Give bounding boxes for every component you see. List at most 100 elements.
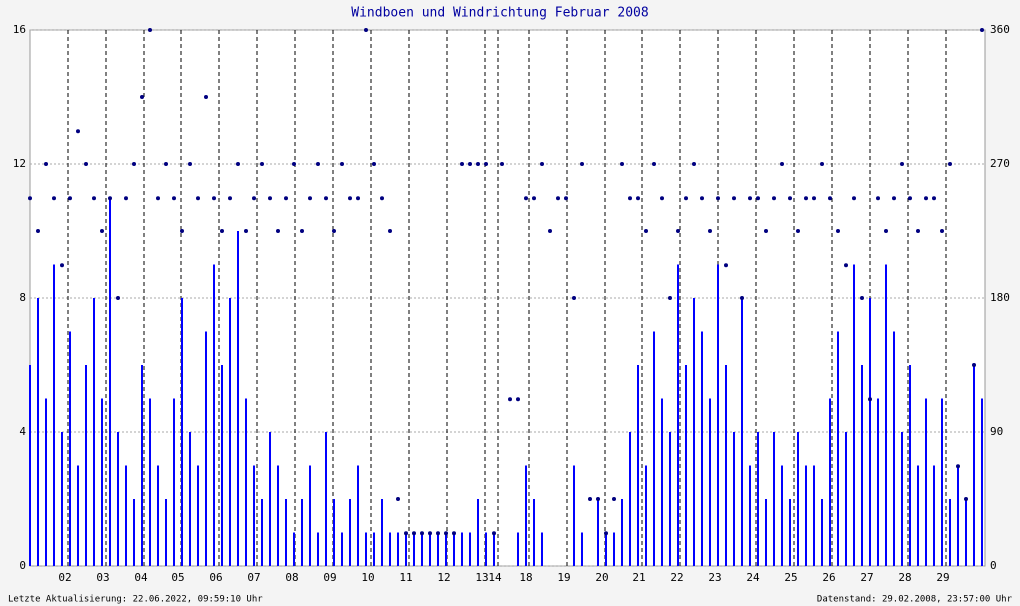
direction-point xyxy=(244,229,248,233)
direction-point xyxy=(524,196,528,201)
gust-bar xyxy=(293,532,295,566)
gust-bar xyxy=(933,465,935,566)
gust-bar xyxy=(253,465,255,566)
x-tick-label: 03 xyxy=(96,571,109,584)
gust-bar xyxy=(925,398,927,566)
y-tick-label: 0 xyxy=(19,559,26,572)
direction-point xyxy=(700,196,704,201)
direction-point xyxy=(836,229,840,233)
gust-bar xyxy=(797,432,799,566)
gust-bar xyxy=(349,499,351,566)
x-tick-label: 24 xyxy=(746,571,760,584)
direction-point xyxy=(44,162,48,166)
footer-right: Datenstand: 29.02.2008, 23:57:00 Uhr xyxy=(817,595,1013,605)
gust-bar xyxy=(669,432,671,566)
direction-point xyxy=(444,531,448,536)
direction-point xyxy=(764,229,768,233)
gust-bar xyxy=(653,331,655,566)
gust-bar xyxy=(941,398,943,566)
x-tick-label: 27 xyxy=(860,571,873,584)
direction-point xyxy=(52,196,56,201)
direction-point xyxy=(268,196,272,201)
direction-point xyxy=(276,229,280,233)
direction-point xyxy=(492,531,496,536)
gust-bar xyxy=(205,331,207,566)
chart-title: Windboen und Windrichtung Februar 2008 xyxy=(351,6,648,21)
gust-bar xyxy=(885,264,887,566)
direction-point xyxy=(500,162,504,166)
direction-point xyxy=(436,531,440,536)
direction-point xyxy=(884,229,888,233)
direction-point xyxy=(188,162,192,166)
direction-point xyxy=(148,28,152,32)
gust-bar xyxy=(69,331,71,566)
direction-point xyxy=(612,497,616,501)
direction-point xyxy=(380,196,384,201)
direction-point xyxy=(132,162,136,166)
gust-bar xyxy=(45,398,47,566)
gust-bar xyxy=(485,532,487,566)
gust-bar xyxy=(853,264,855,566)
x-tick-label: 02 xyxy=(58,571,71,584)
direction-point xyxy=(660,196,664,201)
x-tick-label: 10 xyxy=(361,571,374,584)
direction-point xyxy=(324,196,328,201)
direction-point xyxy=(732,196,736,201)
gust-bar xyxy=(813,465,815,566)
direction-point xyxy=(84,162,88,166)
gust-bar xyxy=(117,432,119,566)
x-tick-label: 04 xyxy=(134,571,148,584)
y-tick-label: 16 xyxy=(13,23,26,36)
gust-bar xyxy=(629,432,631,566)
direction-point xyxy=(292,162,296,166)
gust-bar xyxy=(973,365,975,566)
gust-bar xyxy=(845,432,847,566)
direction-point xyxy=(220,229,224,233)
gust-bar xyxy=(869,298,871,566)
direction-point xyxy=(564,196,568,201)
x-tick-label: 23 xyxy=(708,571,721,584)
direction-point xyxy=(724,263,728,268)
gust-bar xyxy=(37,298,39,566)
x-tick-label: 29 xyxy=(936,571,949,584)
direction-point xyxy=(772,196,776,201)
gust-bar xyxy=(981,398,983,566)
gust-bar xyxy=(277,465,279,566)
x-tick-label: 25 xyxy=(784,571,797,584)
direction-point xyxy=(260,162,264,166)
direction-point xyxy=(212,196,216,201)
gust-bar xyxy=(789,499,791,566)
x-tick-label: 11 xyxy=(399,571,412,584)
direction-point xyxy=(124,196,128,201)
y2-tick-label: 90 xyxy=(990,425,1003,438)
gust-bar xyxy=(405,532,407,566)
y2-tick-label: 270 xyxy=(990,157,1010,170)
direction-point xyxy=(924,196,928,201)
gust-bar xyxy=(437,532,439,566)
direction-point xyxy=(28,196,32,201)
y-tick-label: 8 xyxy=(19,291,26,304)
gust-bar xyxy=(901,432,903,566)
direction-point xyxy=(812,196,816,201)
direction-point xyxy=(340,162,344,166)
direction-point xyxy=(164,162,168,166)
direction-point xyxy=(284,196,288,201)
x-tick-label: 28 xyxy=(898,571,911,584)
gust-bar xyxy=(285,499,287,566)
direction-point xyxy=(676,229,680,233)
direction-point xyxy=(420,531,424,536)
x-tick-label: 19 xyxy=(557,571,570,584)
gust-bar xyxy=(181,298,183,566)
gust-bar xyxy=(197,465,199,566)
direction-point xyxy=(916,229,920,233)
direction-point xyxy=(476,162,480,166)
direction-point xyxy=(900,162,904,166)
direction-point xyxy=(100,229,104,233)
direction-point xyxy=(572,296,576,300)
x-tick-label: 07 xyxy=(247,571,260,584)
x-tick-label: 13 xyxy=(475,571,488,584)
y-tick-label: 4 xyxy=(19,425,26,438)
gust-bar xyxy=(101,398,103,566)
direction-point xyxy=(540,162,544,166)
